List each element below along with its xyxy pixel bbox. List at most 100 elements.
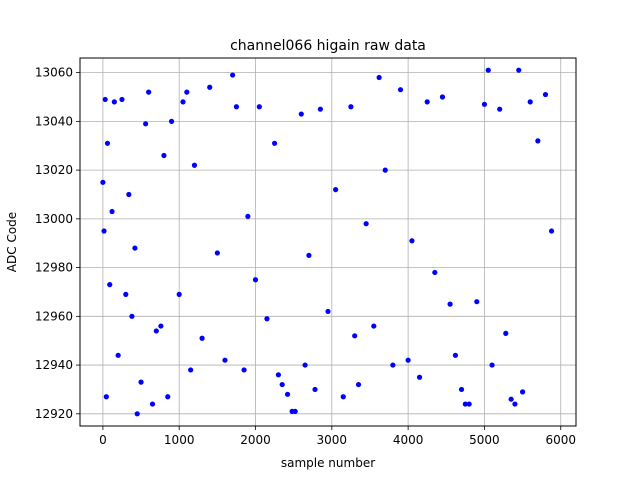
data-point [143,121,149,127]
data-point [548,228,555,234]
data-point [271,140,278,146]
data-point [264,316,270,322]
data-point [325,308,331,315]
data-point [447,301,453,307]
data-point [481,101,488,107]
data-point [184,89,190,95]
data-point [111,99,117,105]
data-point [458,386,465,393]
data-point [352,333,358,339]
data-point [233,104,240,110]
data-point [132,245,138,251]
data-point [292,408,298,414]
data-point [138,379,144,385]
x-tick-label: 2000 [240,433,271,447]
data-point [535,138,541,144]
data-point [119,96,125,103]
data-point [317,106,323,112]
x-axis: 0 1000 2000 3000 4000 5000 6000 [99,426,576,447]
data-point [149,401,156,407]
y-tick-label: 12960 [35,309,73,323]
x-tick-label: 0 [99,433,107,447]
data-point [180,99,186,105]
data-point [474,299,480,305]
data-point [542,91,549,98]
data-point [382,167,388,173]
data-point [102,96,108,103]
data-point [516,67,522,73]
data-point [123,291,129,297]
data-point [214,250,220,256]
x-tick-label: 5000 [469,433,500,447]
data-point [158,323,164,329]
plot-frame [79,57,577,427]
data-point [298,111,304,117]
data-point [100,179,106,185]
data-point [129,313,135,319]
data-point [256,104,262,110]
data-point [188,367,194,373]
data-point [416,374,423,380]
data-point [161,152,167,159]
data-point [284,391,291,397]
data-point [176,291,182,297]
data-point [230,72,236,78]
y-axis-label: ADC Code [5,212,19,272]
data-point [527,99,533,105]
chart-title: channel066 higain raw data [230,38,426,54]
data-point [275,372,281,378]
data-point [348,104,354,110]
data-point [302,362,308,368]
x-axis-label: sample number [281,456,375,470]
data-point [279,381,285,388]
data-point [109,208,115,215]
data-point [466,401,472,407]
grid [80,58,576,426]
data-point [405,357,411,363]
x-tick-label: 1000 [164,433,195,447]
data-point [390,362,396,368]
y-tick-label: 12920 [35,407,73,421]
data-point [146,89,152,95]
data-point [376,74,382,81]
data-point [397,87,404,93]
data-point [168,118,175,124]
y-tick-label: 12940 [35,358,73,372]
y-tick-label: 13020 [35,163,73,177]
data-point [355,381,362,388]
data-point [191,162,198,168]
data-point [245,213,251,220]
y-tick-label: 13060 [35,66,73,80]
data-point [439,94,446,100]
data-point [241,367,247,373]
data-point [199,335,205,341]
data-point [103,394,109,400]
data-point [519,389,526,395]
y-tick-label: 13000 [35,212,73,226]
x-tick-label: 3000 [317,433,348,447]
y-axis: 12920 12940 12960 12980 13000 13020 13040 13060 [35,66,80,421]
data-point [134,411,140,417]
y-tick-label: 12980 [35,261,73,275]
data-point [432,269,438,276]
data-point [306,252,312,259]
data-point [512,401,518,407]
x-tick-label: 6000 [545,433,576,447]
data-point [222,357,228,363]
data-point [312,386,318,393]
y-tick-label: 13040 [35,114,73,128]
data-point [115,352,121,358]
data-point [104,140,111,146]
data-point [409,238,415,244]
data-point [101,228,107,234]
data-point [363,221,369,227]
data-point [333,187,339,193]
data-point [340,394,346,400]
x-tick-label: 4000 [393,433,424,447]
data-point [452,352,459,358]
data-point [107,282,113,288]
data-point [497,106,503,112]
data-point [126,191,132,198]
